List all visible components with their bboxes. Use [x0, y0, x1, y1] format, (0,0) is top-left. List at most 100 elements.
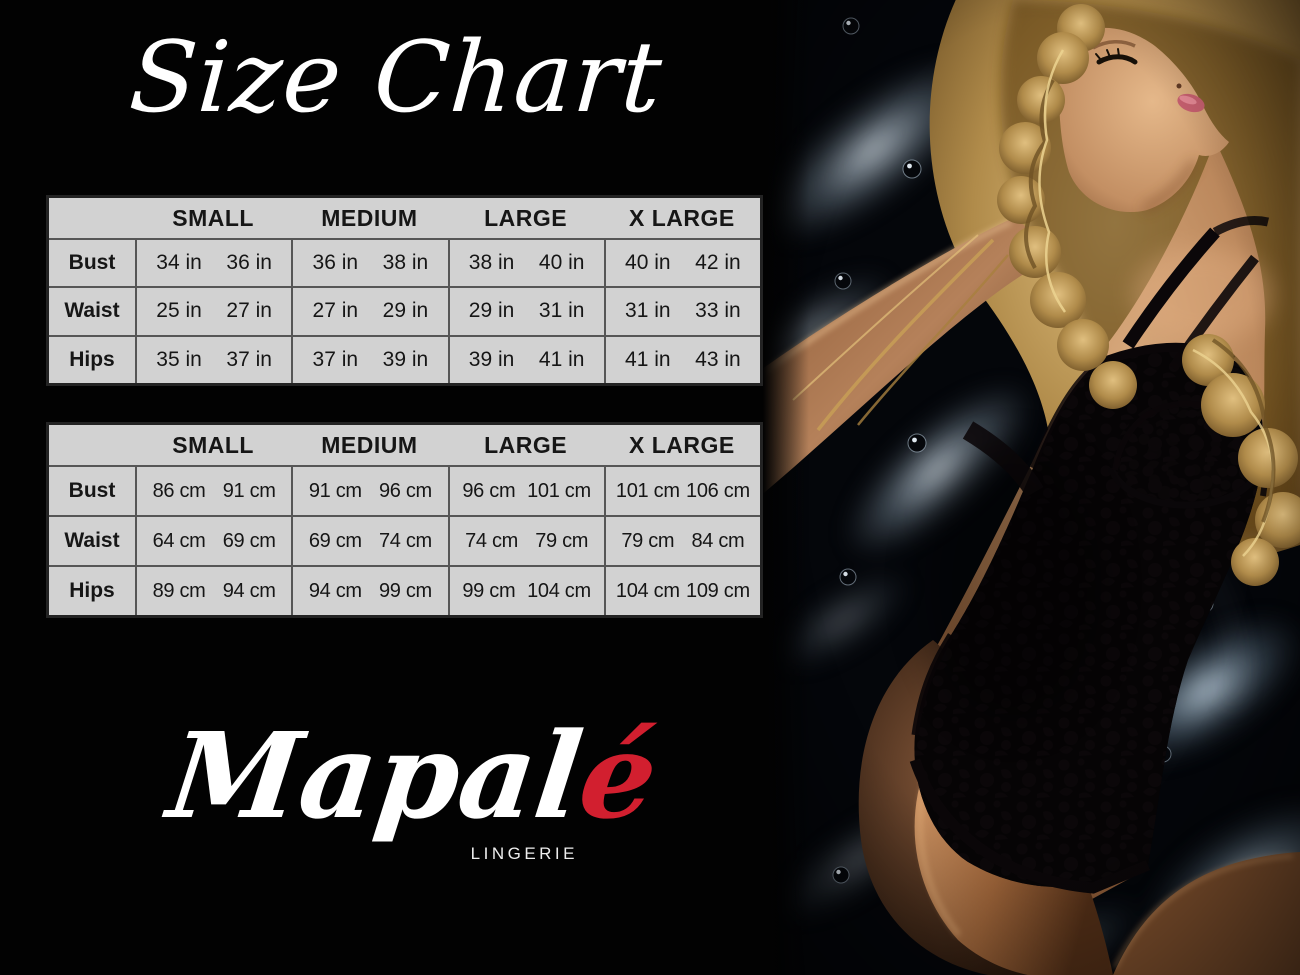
value: 89 cm: [152, 579, 206, 602]
value: 79 cm: [621, 529, 675, 552]
cell-small: 34 in 36 in: [135, 240, 291, 287]
value: 96 cm: [378, 479, 432, 502]
value: 34 in: [156, 251, 202, 275]
value: 33 in: [695, 299, 741, 323]
value: 106 cm: [686, 479, 750, 502]
value: 43 in: [695, 347, 741, 371]
value: 104 cm: [527, 579, 591, 602]
brand-logo: Mapalé LINGERIE: [162, 706, 665, 864]
header-row: SMALL MEDIUM LARGE X LARGE: [49, 425, 760, 467]
page-title: Size Chart: [126, 21, 667, 135]
value: 41 in: [538, 347, 585, 371]
brand-name-accent: é: [572, 706, 665, 845]
cell-large: 38 in 40 in: [447, 240, 604, 287]
value: 69 cm: [308, 529, 362, 552]
model-photo-illustration: [763, 0, 1300, 975]
value: 101 cm: [615, 479, 680, 502]
value: 29 in: [382, 299, 429, 323]
value: 29 in: [468, 299, 515, 323]
cell-medium: 37 in 39 in: [291, 336, 447, 383]
value: 94 cm: [308, 579, 362, 602]
brand-name: Mapalé: [161, 706, 665, 845]
cell-xlarge: 40 in 42 in: [603, 240, 760, 287]
value: 36 in: [226, 251, 272, 275]
row-label: Bust: [68, 479, 116, 502]
cell-large: 39 in 41 in: [447, 336, 604, 383]
value: 35 in: [156, 347, 202, 371]
cell-xlarge: 41 in 43 in: [603, 336, 760, 383]
value: 39 in: [382, 347, 429, 371]
value: 94 cm: [222, 579, 276, 602]
value: 27 in: [226, 299, 272, 323]
brand-subtitle: LINGERIE: [470, 843, 578, 863]
value: 36 in: [312, 251, 359, 275]
value: 39 in: [468, 347, 515, 371]
table-row-bust: Bust 86 cm 91 cm 91 cm 96 cm 96 cm 101 cm 1…: [49, 467, 760, 515]
value: 99 cm: [378, 579, 432, 602]
value: 38 in: [468, 251, 515, 275]
row-label: Waist: [64, 529, 120, 552]
cell-large: 99 cm 104 cm: [447, 567, 604, 615]
value: 99 cm: [462, 579, 516, 602]
value: 27 in: [312, 299, 359, 323]
cell-medium: 94 cm 99 cm: [291, 567, 447, 615]
brand-name-white: Mapal: [161, 706, 590, 845]
row-label: Waist: [64, 299, 120, 323]
header-small: SMALL: [172, 431, 254, 458]
value: 31 in: [538, 299, 585, 323]
header-medium: MEDIUM: [321, 204, 418, 231]
header-small: SMALL: [172, 204, 254, 231]
header-large: LARGE: [484, 431, 568, 458]
value: 64 cm: [152, 529, 206, 552]
value: 40 in: [538, 251, 585, 275]
value: 96 cm: [462, 479, 516, 502]
value: 91 cm: [308, 479, 362, 502]
row-label: Hips: [69, 579, 115, 602]
value: 101 cm: [527, 479, 591, 502]
value: 40 in: [625, 251, 671, 275]
value: 86 cm: [152, 479, 206, 502]
value: 84 cm: [691, 529, 745, 552]
value: 69 cm: [222, 529, 276, 552]
row-label: Hips: [69, 347, 115, 371]
header-row: SMALL MEDIUM LARGE X LARGE: [49, 198, 760, 240]
cell-medium: 36 in 38 in: [291, 240, 447, 287]
cell-small: 89 cm 94 cm: [135, 567, 291, 615]
value: 38 in: [382, 251, 429, 275]
table-row-bust: Bust 34 in 36 in 36 in 38 in 38 in 40 in 40…: [49, 240, 760, 287]
value: 37 in: [312, 347, 359, 371]
size-table-centimeters: SMALL MEDIUM LARGE X LARGE Bust 86 cm 91 …: [46, 422, 763, 618]
value: 25 in: [156, 299, 202, 323]
table-row-waist: Waist 25 in 27 in 27 in 29 in 29 in 31 in 3…: [49, 286, 760, 335]
cell-medium: 69 cm 74 cm: [291, 517, 447, 565]
value: 37 in: [226, 347, 272, 371]
row-label: Bust: [68, 251, 116, 275]
cell-small: 35 in 37 in: [135, 336, 291, 383]
value: 104 cm: [615, 579, 680, 602]
value: 74 cm: [465, 529, 519, 552]
cell-xlarge: 104 cm 109 cm: [603, 567, 760, 615]
table-row-hips: Hips 89 cm 94 cm 94 cm 99 cm 99 cm 104 cm 1…: [49, 565, 760, 615]
table-row-hips: Hips 35 in 37 in 37 in 39 in 39 in 41 in 41…: [49, 334, 760, 383]
cell-xlarge: 31 in 33 in: [603, 288, 760, 335]
header-xlarge: X LARGE: [629, 204, 735, 231]
value: 79 cm: [535, 529, 589, 552]
cell-large: 96 cm 101 cm: [447, 467, 604, 515]
value: 91 cm: [222, 479, 276, 502]
cell-large: 74 cm 79 cm: [447, 517, 604, 565]
size-table-inches: SMALL MEDIUM LARGE X LARGE Bust 34 in 36 …: [46, 195, 763, 386]
model-photo: [763, 0, 1300, 975]
cell-xlarge: 101 cm 106 cm: [603, 467, 760, 515]
header-large: LARGE: [484, 204, 568, 231]
cell-small: 86 cm 91 cm: [135, 467, 291, 515]
header-xlarge: X LARGE: [629, 431, 735, 458]
value: 109 cm: [686, 579, 750, 602]
header-medium: MEDIUM: [321, 431, 418, 458]
value: 41 in: [625, 347, 671, 371]
cell-medium: 91 cm 96 cm: [291, 467, 447, 515]
value: 31 in: [625, 299, 671, 323]
table-row-waist: Waist 64 cm 69 cm 69 cm 74 cm 74 cm 79 cm 7…: [49, 515, 760, 565]
cell-xlarge: 79 cm 84 cm: [603, 517, 760, 565]
value: 42 in: [695, 251, 741, 275]
